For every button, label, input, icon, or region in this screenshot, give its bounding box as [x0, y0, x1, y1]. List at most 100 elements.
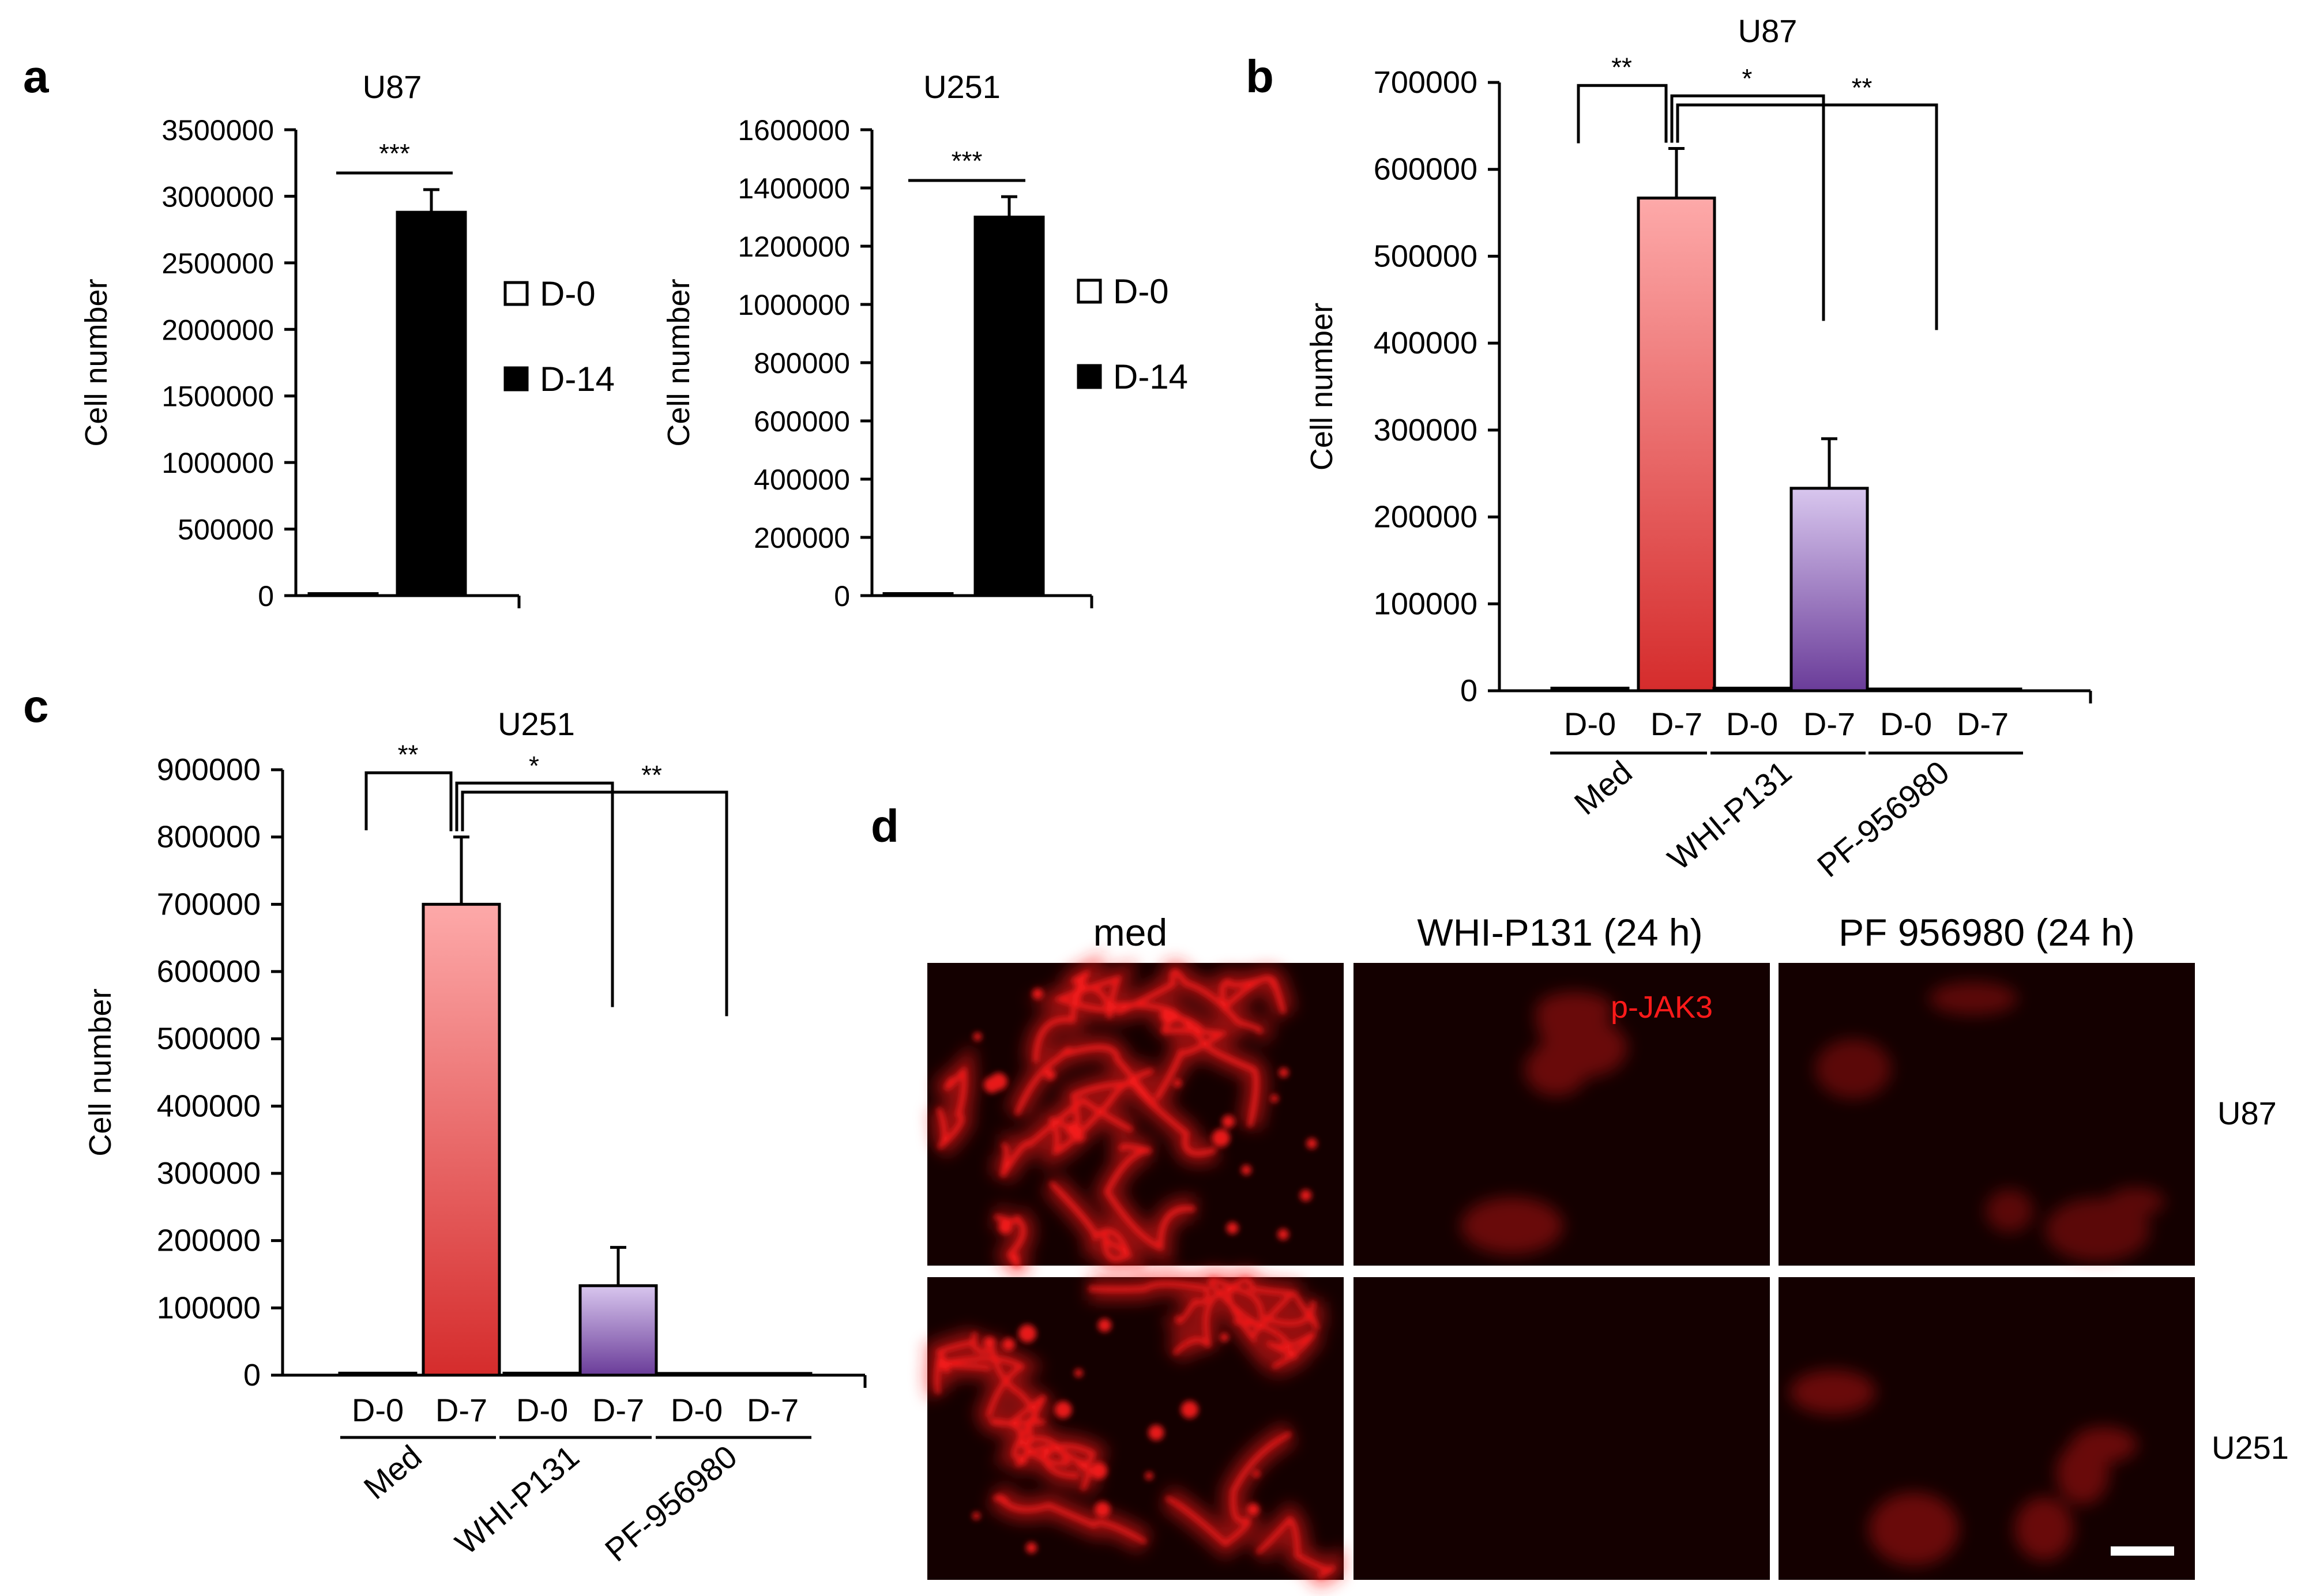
bar: [657, 1372, 736, 1377]
bar: [733, 1372, 813, 1377]
micro-spot: [1220, 1333, 1229, 1342]
panel-letter-d: d: [871, 800, 899, 852]
micro-spot: [1044, 1069, 1055, 1081]
micro-spot: [998, 1219, 1013, 1234]
group-label: PF-956980: [1810, 754, 1956, 884]
y-tick-label: 600000: [1374, 152, 1477, 187]
y-tick-label: 1000000: [738, 289, 850, 321]
x-tick-label: D-7: [435, 1392, 487, 1428]
micro-faint-signal: [1815, 981, 2165, 1262]
micro-faint-blob: [1815, 1038, 1892, 1099]
x-tick-label: D-7: [592, 1392, 644, 1428]
micro-strand: [1234, 1319, 1316, 1369]
legend-swatch: [1077, 364, 1102, 389]
y-tick-label: 0: [1460, 673, 1477, 708]
micro-faint-blob: [1789, 1369, 1876, 1414]
micro-spot: [1074, 1368, 1083, 1377]
significance-label: ***: [952, 146, 983, 176]
micro-spot: [1054, 1401, 1072, 1419]
micro-spot: [1253, 1470, 1260, 1478]
micro-strand: [1049, 1181, 1132, 1262]
significance-bracket: [1676, 103, 1938, 330]
micro-spot: [1247, 1503, 1259, 1516]
y-tick-label: 2500000: [161, 247, 274, 280]
micro-spot: [1160, 1008, 1176, 1023]
micro-strand: [1088, 1282, 1210, 1324]
y-tick-label: 700000: [1374, 65, 1477, 100]
micro-spot: [1018, 1324, 1037, 1343]
y-tick-label: 400000: [157, 1089, 261, 1123]
x-tick-label: D-7: [1803, 706, 1855, 742]
micro-spot: [1180, 1401, 1199, 1418]
micro-spot: [1002, 1338, 1016, 1351]
micro-spot: [1174, 1079, 1182, 1087]
y-tick-label: 400000: [1374, 326, 1477, 360]
bar: [882, 592, 954, 597]
micro-faint-blob: [2071, 1426, 2138, 1463]
micro-strand: [1220, 976, 1286, 1014]
y-tick-label: 400000: [754, 464, 850, 496]
micro-spot: [990, 1072, 1007, 1090]
micro-strand: [935, 1339, 991, 1373]
p-jak3-label: p-JAK3: [1611, 990, 1713, 1025]
y-tick-label: 2000000: [161, 314, 274, 346]
legend-label: D-14: [540, 360, 615, 398]
micro-spot: [1270, 1094, 1279, 1103]
y-tick-label: 1400000: [738, 172, 850, 205]
y-tick-label: 200000: [754, 522, 850, 554]
micro-tile-background: [1353, 1277, 1770, 1580]
micro-strand: [1071, 1081, 1217, 1156]
micro-row-label-u87: U87: [2217, 1095, 2277, 1131]
micro-faint-blob: [1986, 1189, 2033, 1233]
micro-spot: [1221, 1115, 1235, 1128]
micro-strand: [1227, 1286, 1315, 1345]
legend-swatch: [1077, 278, 1102, 304]
y-tick-label: 100000: [1374, 586, 1477, 621]
scale-bar: [2111, 1546, 2174, 1556]
micro-spot: [1241, 1165, 1251, 1175]
micro-tile: [1353, 1277, 1770, 1580]
micro-faint-blob: [2045, 1198, 2150, 1262]
significance-label: **: [1611, 52, 1632, 82]
micro-strand: [971, 1331, 1037, 1467]
legend-label: D-0: [540, 274, 596, 313]
micro-spot: [1226, 1222, 1239, 1234]
bar: [396, 210, 467, 597]
micro-spot: [1300, 1190, 1312, 1202]
micro-col-label-whi: WHI-P131 (24 h): [1417, 911, 1702, 954]
micro-strand: [1229, 1278, 1319, 1331]
x-tick-label: D-7: [1957, 706, 2009, 742]
significance-label: ***: [379, 138, 410, 168]
bar: [1943, 687, 2022, 692]
micro-strand: [1116, 969, 1263, 1034]
micro-strand: [1104, 1144, 1195, 1251]
bar: [973, 216, 1045, 597]
micro-strand: [1041, 1444, 1096, 1491]
legend-swatch: [503, 366, 529, 392]
legend-label: D-0: [1113, 272, 1169, 311]
micro-strands: [937, 969, 1317, 1267]
micro-strand: [1255, 1516, 1334, 1578]
y-axis-label: Cell number: [1304, 303, 1339, 470]
micro-row-label-u251: U251: [2212, 1429, 2289, 1466]
y-tick-label: 300000: [1374, 413, 1477, 447]
micro-strand: [1010, 1395, 1080, 1464]
x-tick-label: D-7: [747, 1392, 799, 1428]
micro-spot: [1306, 1138, 1317, 1149]
panel-letter-a: a: [23, 51, 49, 102]
y-tick-label: 800000: [157, 820, 261, 855]
bar: [422, 902, 501, 1377]
x-tick-label: D-0: [516, 1392, 568, 1428]
y-tick-label: 500000: [1374, 239, 1477, 273]
group-label: Med: [1567, 754, 1639, 822]
bar: [1637, 196, 1716, 692]
micro-spot: [1066, 1123, 1080, 1136]
micro-spot: [983, 1337, 995, 1349]
micro-faint-signal: [1789, 1369, 2138, 1566]
bar: [502, 1372, 582, 1377]
micro-spot: [1095, 1501, 1111, 1518]
bar: [1550, 686, 1630, 692]
micro-tile-background: [1779, 1277, 2195, 1580]
y-axis-label: Cell number: [79, 278, 114, 446]
